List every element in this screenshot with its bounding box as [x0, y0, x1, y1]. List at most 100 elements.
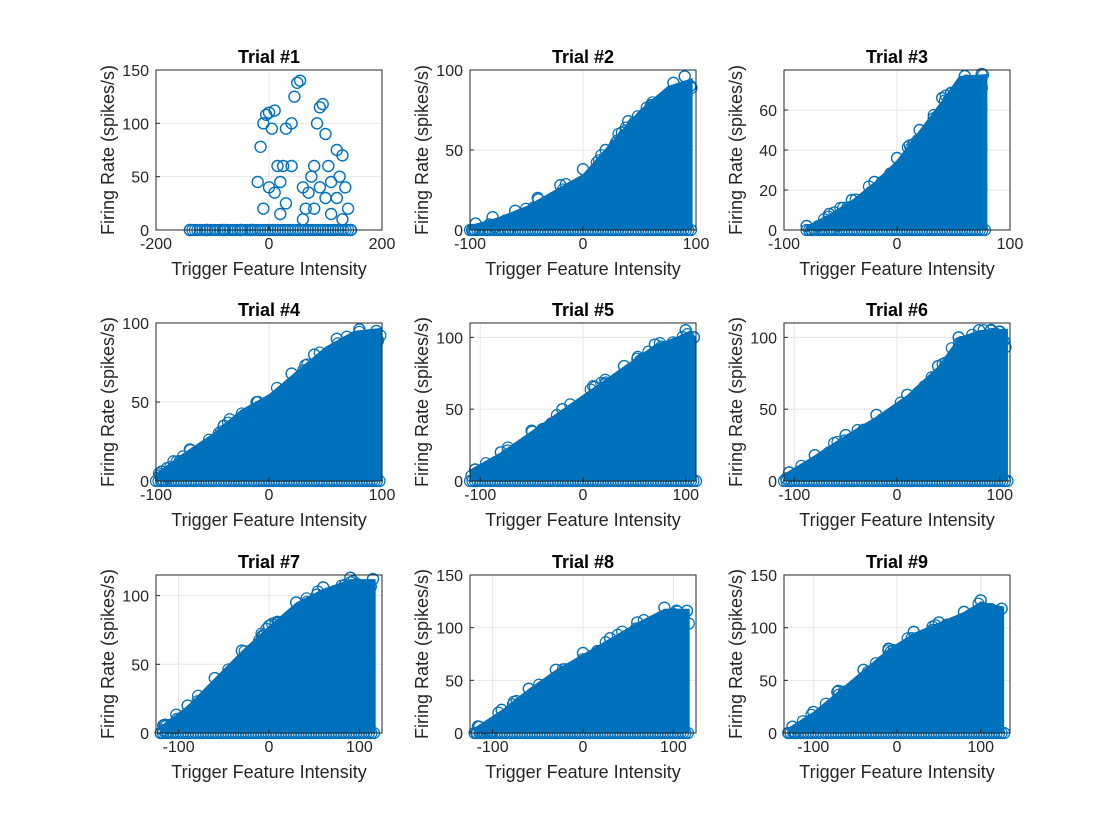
data-point — [834, 201, 847, 214]
x-tick-label: 100 — [369, 487, 396, 504]
y-tick-label: 150 — [436, 568, 463, 585]
x-tick-label: -100 — [768, 236, 800, 253]
x-tick-label: 100 — [997, 236, 1024, 253]
x-tick-label: 100 — [967, 739, 994, 756]
data-point — [816, 714, 830, 727]
data-point — [665, 90, 678, 103]
data-point — [494, 446, 508, 459]
y-tick-label: 0 — [140, 474, 149, 491]
data-point — [614, 378, 627, 392]
data-point — [921, 130, 934, 143]
data-point — [558, 418, 571, 431]
x-tick-label: 0 — [893, 487, 902, 504]
data-point — [991, 616, 1004, 630]
data-point — [800, 219, 813, 233]
y-axis-label: Firing Rate (spikes/s) — [98, 569, 118, 739]
data-point — [827, 706, 840, 720]
data-point — [285, 117, 298, 130]
x-tick-label: 0 — [265, 236, 274, 253]
data-point — [509, 204, 522, 218]
data-point — [353, 323, 366, 336]
data-point — [834, 446, 848, 459]
data-point — [974, 337, 987, 351]
y-tick-label: 50 — [445, 673, 463, 690]
data-point — [564, 190, 577, 203]
y-tick-label: 0 — [768, 223, 777, 240]
data-point — [270, 381, 284, 395]
data-point — [956, 337, 969, 351]
x-tick-label: -100 — [477, 739, 509, 756]
data-point — [492, 706, 505, 719]
data-point — [989, 613, 1002, 626]
data-point — [196, 697, 209, 710]
data-point — [285, 367, 298, 380]
data-point — [512, 697, 525, 710]
data-point — [336, 149, 349, 162]
x-tick-label: -100 — [464, 487, 496, 504]
data-point — [902, 641, 915, 654]
subplot-title: Trial #5 — [552, 300, 614, 320]
data-point — [554, 178, 567, 192]
data-point — [976, 68, 990, 82]
data-point — [977, 324, 990, 337]
data-point — [358, 338, 371, 351]
data-point — [217, 419, 231, 432]
data-point — [636, 352, 649, 365]
data-point — [331, 337, 344, 350]
data-point — [645, 617, 659, 630]
edge-markers — [152, 325, 387, 488]
data-point — [254, 140, 267, 154]
data-point — [576, 162, 590, 176]
data-point — [308, 159, 321, 173]
data-point — [936, 91, 949, 105]
data-point — [913, 385, 926, 398]
data-point — [870, 408, 883, 422]
data-point — [283, 381, 296, 394]
data-point — [551, 414, 564, 427]
x-tick-label: 0 — [265, 739, 274, 756]
data-point — [262, 106, 276, 119]
data-point — [929, 619, 942, 632]
data-point — [251, 175, 264, 189]
y-axis-label: Firing Rate (spikes/s) — [98, 317, 118, 487]
data-point — [786, 720, 799, 733]
subplot-title: Trial #7 — [238, 552, 300, 572]
y-tick-label: 100 — [750, 330, 777, 347]
data-point — [644, 98, 657, 112]
data-point — [330, 332, 343, 345]
data-point — [640, 116, 653, 130]
data-point — [628, 115, 641, 129]
data-point — [823, 207, 836, 221]
data-point — [808, 462, 821, 475]
data-point — [952, 331, 965, 344]
data-point — [971, 606, 985, 619]
x-tick-label: 0 — [265, 487, 274, 504]
y-tick-label: 50 — [131, 395, 149, 412]
data-point — [952, 616, 965, 629]
data-point — [875, 176, 888, 189]
data-point — [881, 411, 894, 425]
y-axis-label: Firing Rate (spikes/s) — [726, 569, 746, 739]
data-point — [303, 361, 316, 375]
data-point — [932, 616, 946, 629]
data-point — [308, 348, 321, 361]
data-point — [255, 627, 268, 640]
data-point — [993, 325, 1006, 338]
subplot-9: -100 0 100 0 50 100 150 Trial #9 Trigger Feature… — [726, 552, 1011, 782]
data-point — [576, 646, 590, 660]
x-tick-label: 100 — [986, 487, 1013, 504]
data-point — [312, 361, 326, 375]
data-point — [797, 465, 810, 478]
data-point — [671, 348, 684, 361]
data-point — [890, 166, 903, 179]
data-point — [493, 715, 506, 728]
x-axis-label: Trigger Feature Intensity — [799, 510, 994, 530]
data-point — [344, 571, 357, 584]
data-point — [617, 359, 631, 373]
data-point — [288, 90, 301, 103]
subplot-title: Trial #6 — [866, 300, 928, 320]
data-point — [268, 104, 281, 117]
data-point — [294, 373, 307, 386]
data-point — [680, 604, 694, 618]
